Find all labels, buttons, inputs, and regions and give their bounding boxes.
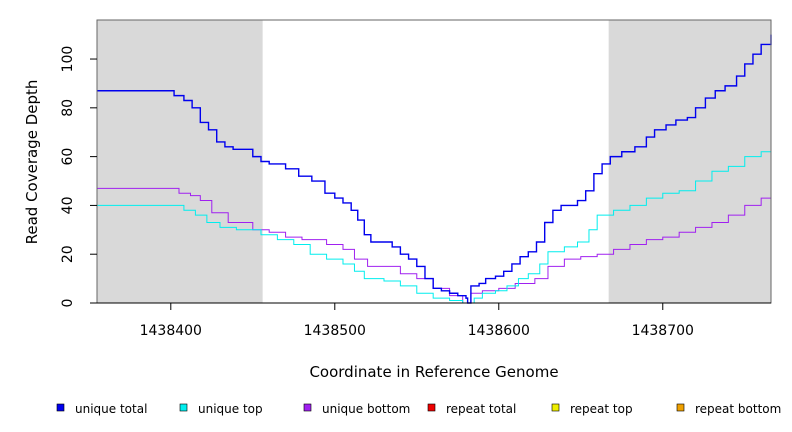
legend-swatch (179, 403, 188, 412)
legend-label: repeat top (570, 402, 633, 416)
y-tick-label: 20 (60, 245, 76, 263)
legend-label: repeat bottom (695, 402, 781, 416)
legend-swatch (427, 403, 436, 412)
y-axis-title: Read Coverage Depth (23, 80, 41, 245)
series-line-unique-top (97, 146, 772, 304)
y-tick-label: 40 (60, 196, 76, 214)
shaded-region-1 (608, 20, 771, 303)
legend: unique total unique top unique bottom repea… (56, 402, 781, 416)
shaded-region-0 (97, 20, 263, 303)
x-tick-label: 1438500 (304, 323, 366, 339)
x-axis-title: Coordinate in Reference Genome (309, 363, 558, 381)
y-tick-label: 60 (60, 148, 76, 166)
legend-entry-unique-total: unique total (56, 402, 147, 416)
legend-entry-repeat-bottom: repeat bottom (676, 402, 781, 416)
legend-label: unique total (75, 402, 147, 416)
legend-entry-unique-bottom: unique bottom (303, 402, 410, 416)
y-tick-label: 80 (60, 99, 76, 117)
legend-label: unique top (198, 402, 263, 416)
legend-label: unique bottom (322, 402, 410, 416)
legend-swatch (551, 403, 560, 412)
legend-entry-unique-top: unique top (179, 402, 263, 416)
legend-swatch (676, 403, 685, 412)
x-tick-label: 1438400 (140, 323, 202, 339)
legend-swatch (56, 403, 65, 412)
legend-swatch (303, 403, 312, 412)
x-axis: 1438400 1438500 1438600 1438700 (97, 302, 771, 339)
y-tick-label: 100 (60, 46, 76, 73)
x-tick-label: 1438600 (468, 323, 530, 339)
x-tick-label: 1438700 (632, 323, 694, 339)
y-axis: 0 20 40 60 80 100 (60, 46, 97, 308)
shaded-regions (97, 20, 771, 303)
legend-label: repeat total (446, 402, 516, 416)
y-tick-label: 0 (60, 299, 76, 308)
legend-entry-repeat-total: repeat total (427, 402, 516, 416)
legend-entry-repeat-top: repeat top (551, 402, 633, 416)
